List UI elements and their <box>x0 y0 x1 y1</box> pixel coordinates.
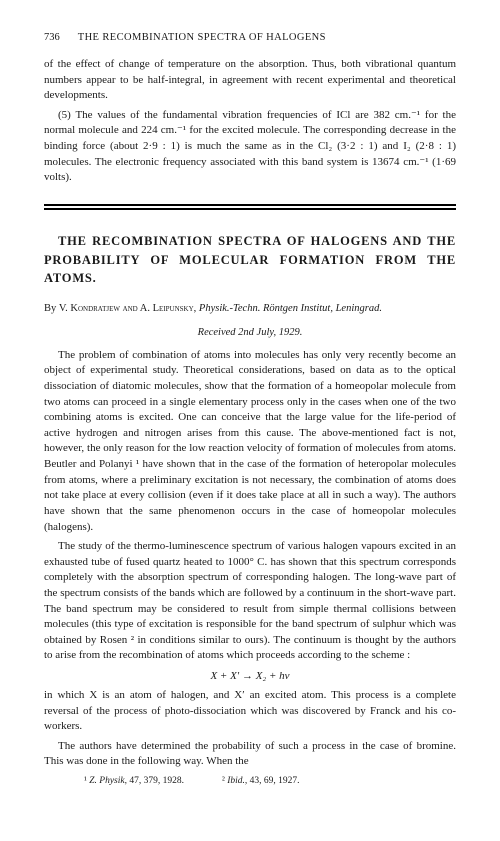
page-number: 736 <box>44 32 60 43</box>
footnote-2-journal: Ibid., <box>227 776 249 786</box>
received-date: Received 2nd July, 1929. <box>44 327 456 338</box>
prelude-para-2: (5) The values of the fundamental vibrat… <box>44 108 456 186</box>
page: 736 THE RECOMBINATION SPECTRA OF HALOGEN… <box>0 0 500 826</box>
affiliation: Physik.-Techn. Röntgen Institut, Leningr… <box>196 303 382 314</box>
footnote-1-rest: 47, 379, 1928. <box>129 776 184 786</box>
equation: X + X′ → X₂ + hν <box>44 670 456 682</box>
body-para-1: The problem of combination of atoms into… <box>44 348 456 535</box>
prelude-para-1: of the effect of change of temperature o… <box>44 57 456 104</box>
byline-prefix: By <box>44 303 59 314</box>
article-title: THE RECOMBINATION SPECTRA OF HALOGENS AN… <box>44 232 456 288</box>
body-para-4: The authors have determined the probabil… <box>44 739 456 770</box>
body-para-3: in which X is an atom of halogen, and X′… <box>44 688 456 735</box>
authors: V. Kondratjew and A. Leipunsky, <box>59 303 196 314</box>
running-title: THE RECOMBINATION SPECTRA OF HALOGENS <box>78 32 326 43</box>
footnote-2-rest: 43, 69, 1927. <box>250 776 300 786</box>
footnote-1-journal: Z. Physik, <box>89 776 129 786</box>
footnote-1: ¹ Z. Physik, 47, 379, 1928. <box>84 776 184 786</box>
body-para-2: The study of the thermo-luminescence spe… <box>44 539 456 664</box>
section-divider <box>44 204 456 210</box>
footnotes: ¹ Z. Physik, 47, 379, 1928. ² Ibid., 43,… <box>44 776 456 786</box>
byline: By V. Kondratjew and A. Leipunsky, Physi… <box>44 302 456 317</box>
footnote-2: ² Ibid., 43, 69, 1927. <box>222 776 300 786</box>
page-header: 736 THE RECOMBINATION SPECTRA OF HALOGEN… <box>44 32 456 43</box>
